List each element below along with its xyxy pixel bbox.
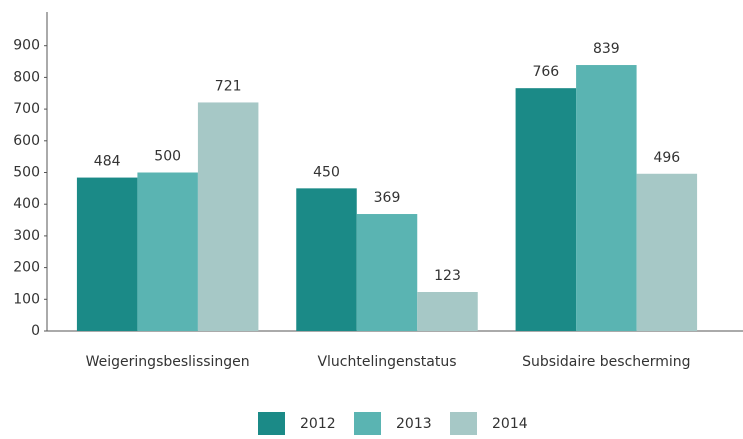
legend-label: 2014 <box>492 416 528 432</box>
y-tick-label: 400 <box>13 196 40 212</box>
bar <box>296 188 357 331</box>
legend-swatch <box>354 412 381 435</box>
y-tick-label: 800 <box>13 69 40 85</box>
y-tick-label: 700 <box>13 101 40 117</box>
legend-swatch <box>258 412 285 435</box>
data-label: 721 <box>215 78 242 94</box>
legend-label: 2013 <box>396 416 432 432</box>
data-label: 450 <box>313 164 340 180</box>
bar <box>576 65 637 332</box>
data-label: 766 <box>532 64 559 80</box>
bar <box>515 88 577 331</box>
bar <box>137 172 198 331</box>
y-tick-label: 600 <box>13 133 40 149</box>
data-label: 496 <box>653 150 680 166</box>
y-tick-label: 100 <box>13 291 40 307</box>
legend-swatch <box>450 412 477 435</box>
data-label: 839 <box>593 41 620 57</box>
data-label: 369 <box>374 190 401 206</box>
x-tick-label: Weigeringsbeslissingen <box>86 354 250 370</box>
bar <box>197 102 259 332</box>
bar <box>76 177 138 331</box>
legend-label: 2012 <box>300 416 336 432</box>
data-label: 123 <box>434 268 461 284</box>
bar <box>417 292 478 331</box>
y-tick-label: 300 <box>13 228 40 244</box>
data-label: 500 <box>154 149 181 165</box>
x-tick-label: Subsidaire bescherming <box>522 354 690 370</box>
data-label: 484 <box>94 154 121 170</box>
bar <box>636 173 698 331</box>
x-tick-label: Vluchtelingenstatus <box>317 354 456 370</box>
y-tick-label: 500 <box>13 165 40 181</box>
y-tick-label: 900 <box>13 38 40 54</box>
y-tick-label: 0 <box>31 323 40 339</box>
bar <box>356 214 418 331</box>
y-tick-label: 200 <box>13 260 40 276</box>
